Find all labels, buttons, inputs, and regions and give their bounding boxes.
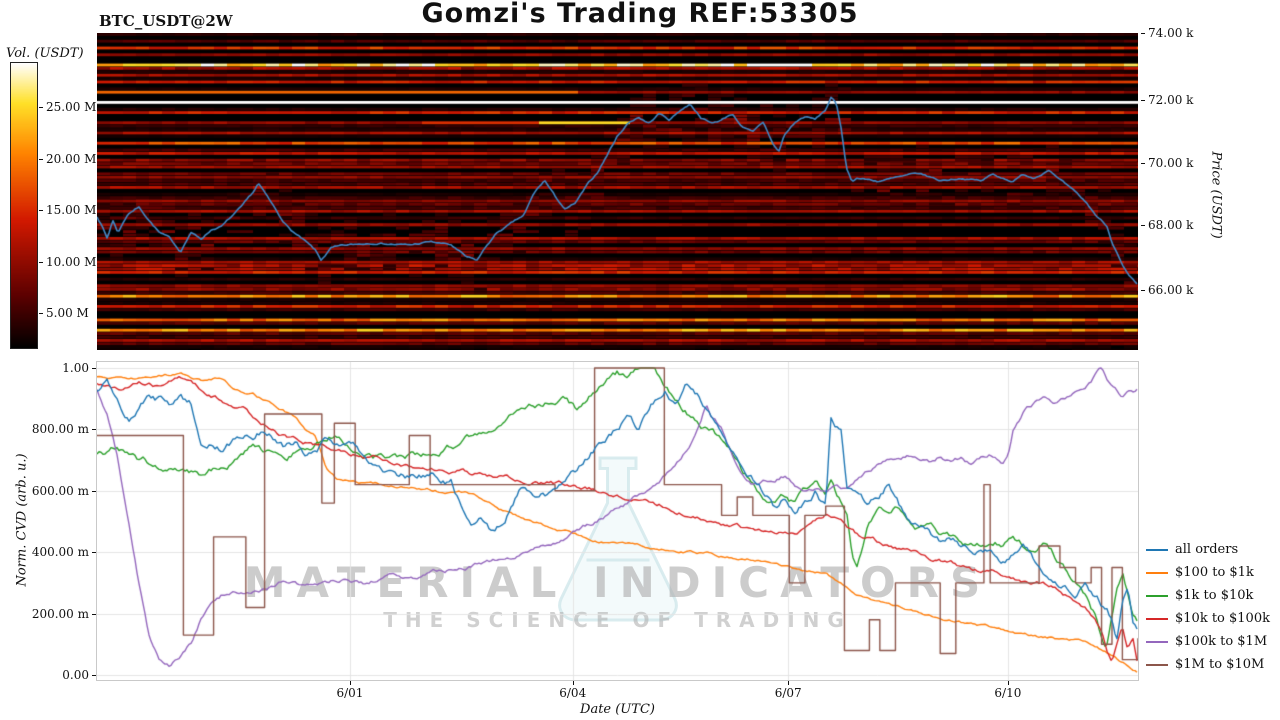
legend-item[interactable]: $1k to $10k bbox=[1146, 588, 1270, 603]
colorbar-label: Vol. (USDT) bbox=[6, 46, 84, 61]
legend-item[interactable]: $10k to $100k bbox=[1146, 611, 1270, 626]
colorbar-tick: 10.00 M bbox=[39, 255, 96, 269]
legend-label: $100 to $1k bbox=[1175, 565, 1254, 580]
legend-item[interactable]: all orders bbox=[1146, 542, 1270, 557]
cvd-y-tick: 1.00 bbox=[62, 361, 96, 375]
price-tick: 66.00 k bbox=[1141, 283, 1193, 297]
cvd-y-axis-ticks: 1.00 800.00 m 600.00 m 400.00 m 200.00 m 0.00 bbox=[0, 361, 96, 682]
colorbar-tick: 15.00 M bbox=[39, 203, 96, 217]
price-tick: 72.00 k bbox=[1141, 93, 1193, 107]
cvd-x-tick: 6/10 bbox=[994, 686, 1022, 700]
cvd-x-tick-mark bbox=[788, 681, 790, 685]
cvd-y-tick: 600.00 m bbox=[32, 484, 96, 498]
cvd-y-tick: 400.00 m bbox=[32, 545, 96, 559]
legend: all orders $100 to $1k $1k to $10k $10k to … bbox=[1146, 542, 1270, 672]
symbol-label: BTC_USDT@2W bbox=[99, 12, 233, 30]
legend-label: $1k to $10k bbox=[1175, 588, 1254, 603]
cvd-y-axis-label: Norm. CVD (arb. u.) bbox=[14, 453, 30, 587]
price-tick: 68.00 k bbox=[1141, 218, 1193, 232]
legend-swatch bbox=[1146, 617, 1168, 620]
colorbar-tick: 20.00 M bbox=[39, 152, 96, 166]
colorbar-tick: 25.00 M bbox=[39, 100, 96, 114]
legend-swatch bbox=[1146, 663, 1168, 666]
volume-colorbar bbox=[10, 62, 38, 349]
legend-swatch bbox=[1146, 640, 1168, 643]
cvd-chart-area: MATERIAL INDICATORS THE SCIENCE OF TRADI… bbox=[96, 361, 1139, 681]
legend-label: $1M to $10M bbox=[1175, 657, 1265, 672]
legend-label: $100k to $1M bbox=[1175, 634, 1268, 649]
cvd-y-tick: 200.00 m bbox=[32, 607, 96, 621]
legend-swatch bbox=[1146, 571, 1168, 574]
cvd-y-tick: 0.00 bbox=[62, 668, 96, 682]
price-axis-ticks: 74.00 k 72.00 k 70.00 k 68.00 k 66.00 k bbox=[1141, 26, 1211, 350]
cvd-x-tick: 6/01 bbox=[336, 686, 364, 700]
page-title: Gomzi's Trading REF:53305 bbox=[421, 0, 859, 29]
legend-item[interactable]: $100 to $1k bbox=[1146, 565, 1270, 580]
legend-item[interactable]: $1M to $10M bbox=[1146, 657, 1270, 672]
cvd-x-tick: 6/04 bbox=[559, 686, 587, 700]
volume-heatmap-canvas bbox=[97, 33, 1138, 350]
price-tick: 74.00 k bbox=[1141, 26, 1193, 40]
price-tick: 70.00 k bbox=[1141, 156, 1193, 170]
cvd-y-tick: 800.00 m bbox=[32, 422, 96, 436]
colorbar-tick: 5.00 M bbox=[39, 306, 89, 320]
cvd-x-tick-mark bbox=[572, 681, 574, 685]
colorbar-tick-labels: 25.00 M 20.00 M 15.00 M 10.00 M 5.00 M bbox=[39, 62, 99, 347]
legend-label: all orders bbox=[1175, 542, 1239, 557]
cvd-x-tick: 6/07 bbox=[774, 686, 802, 700]
price-axis-label: Price (USDT) bbox=[1208, 151, 1224, 239]
cvd-x-tick-mark bbox=[349, 681, 351, 685]
cvd-x-axis-label: Date (UTC) bbox=[580, 702, 655, 717]
legend-label: $10k to $100k bbox=[1175, 611, 1270, 626]
cvd-canvas bbox=[97, 362, 1138, 680]
cvd-x-axis-ticks: 6/01 6/04 6/07 6/10 bbox=[97, 681, 1138, 703]
legend-item[interactable]: $100k to $1M bbox=[1146, 634, 1270, 649]
legend-swatch bbox=[1146, 594, 1168, 597]
legend-swatch bbox=[1146, 548, 1168, 551]
cvd-x-tick-mark bbox=[1007, 681, 1009, 685]
